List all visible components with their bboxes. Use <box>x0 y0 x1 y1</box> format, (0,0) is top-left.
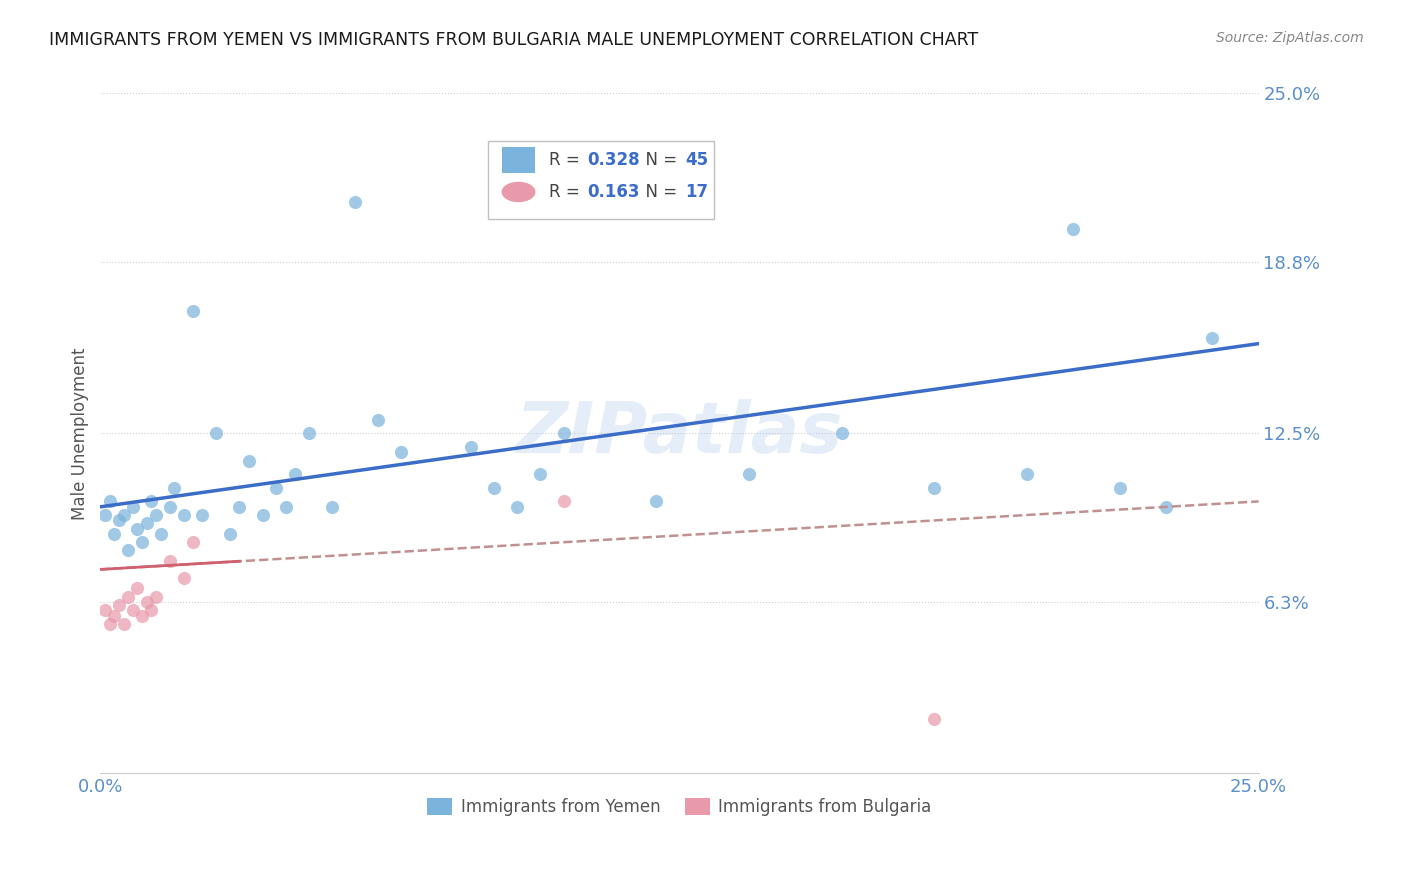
Point <box>1062 222 1084 236</box>
Point <box>121 500 143 514</box>
Text: 17: 17 <box>685 183 709 201</box>
Point <box>274 500 297 514</box>
Point <box>252 508 274 522</box>
Point <box>191 508 214 522</box>
Point <box>108 513 131 527</box>
Point <box>145 508 167 522</box>
Point <box>1154 500 1177 514</box>
Point <box>219 527 242 541</box>
Point <box>460 440 482 454</box>
Point <box>127 522 149 536</box>
Point <box>181 304 204 318</box>
Point <box>141 603 163 617</box>
Point <box>159 500 181 514</box>
Point <box>922 481 945 495</box>
Point <box>103 527 125 541</box>
Point <box>117 590 139 604</box>
Point <box>482 481 505 495</box>
Point <box>1108 481 1130 495</box>
Point <box>367 413 389 427</box>
Point <box>131 608 153 623</box>
Point <box>163 481 186 495</box>
Point <box>135 595 157 609</box>
Point <box>266 481 288 495</box>
FancyBboxPatch shape <box>488 141 714 219</box>
Legend: Immigrants from Yemen, Immigrants from Bulgaria: Immigrants from Yemen, Immigrants from B… <box>420 791 938 823</box>
Text: 0.328: 0.328 <box>586 151 640 169</box>
Text: ZIPatlas: ZIPatlas <box>516 399 844 468</box>
Point <box>298 426 321 441</box>
Point <box>141 494 163 508</box>
Text: N =: N = <box>636 183 683 201</box>
Text: IMMIGRANTS FROM YEMEN VS IMMIGRANTS FROM BULGARIA MALE UNEMPLOYMENT CORRELATION : IMMIGRANTS FROM YEMEN VS IMMIGRANTS FROM… <box>49 31 979 49</box>
Circle shape <box>502 183 534 202</box>
Point <box>181 535 204 549</box>
Point <box>117 543 139 558</box>
Point <box>173 508 195 522</box>
Point <box>112 616 135 631</box>
Point <box>131 535 153 549</box>
Text: N =: N = <box>636 151 683 169</box>
Point <box>238 453 260 467</box>
Bar <box>502 147 534 173</box>
Point <box>922 712 945 726</box>
Point <box>135 516 157 531</box>
Point <box>645 494 668 508</box>
Point <box>1201 331 1223 345</box>
Point <box>98 494 121 508</box>
Point <box>228 500 250 514</box>
Text: R =: R = <box>548 151 585 169</box>
Point <box>553 494 575 508</box>
Text: R =: R = <box>548 183 585 201</box>
Point <box>506 500 529 514</box>
Text: 0.163: 0.163 <box>586 183 640 201</box>
Y-axis label: Male Unemployment: Male Unemployment <box>72 347 89 520</box>
Point <box>98 616 121 631</box>
Point <box>321 500 343 514</box>
Text: Source: ZipAtlas.com: Source: ZipAtlas.com <box>1216 31 1364 45</box>
Point <box>159 554 181 568</box>
Point <box>94 603 117 617</box>
Point <box>553 426 575 441</box>
Point <box>738 467 761 482</box>
Point <box>284 467 307 482</box>
Point <box>112 508 135 522</box>
Point <box>1015 467 1038 482</box>
Point <box>149 527 172 541</box>
Point <box>391 445 413 459</box>
Point <box>145 590 167 604</box>
Point <box>121 603 143 617</box>
Point <box>173 571 195 585</box>
Point <box>108 598 131 612</box>
Point <box>103 608 125 623</box>
Point <box>94 508 117 522</box>
Point <box>831 426 853 441</box>
Point <box>529 467 551 482</box>
Point <box>205 426 228 441</box>
Text: 45: 45 <box>685 151 709 169</box>
Point <box>344 195 367 210</box>
Point <box>127 582 149 596</box>
